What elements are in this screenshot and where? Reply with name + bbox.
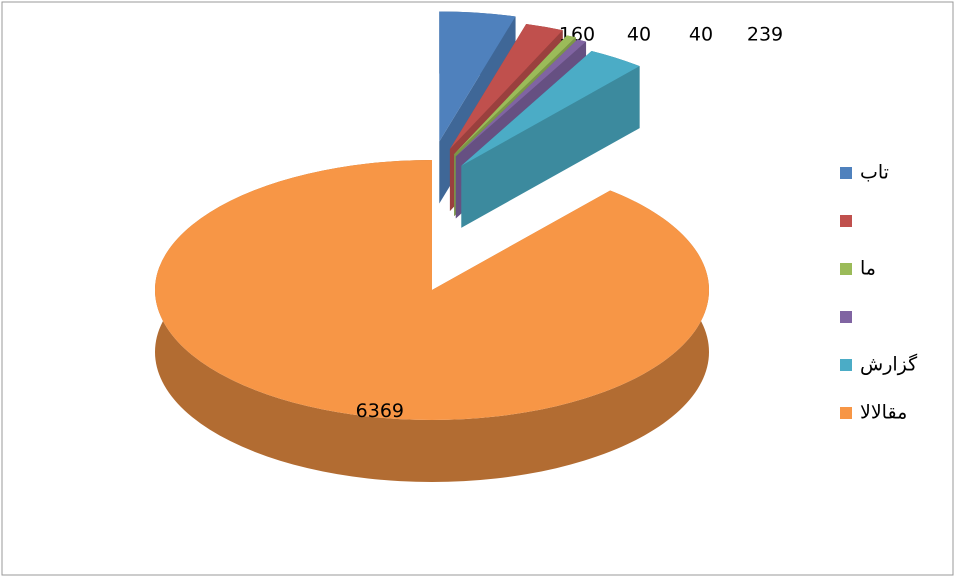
slice-top bbox=[154, 160, 709, 420]
slice-edge bbox=[461, 66, 640, 228]
legend-swatch bbox=[840, 263, 852, 275]
legend-label: ما bbox=[860, 258, 876, 280]
data-label: 239 bbox=[747, 24, 783, 46]
data-label: 40 bbox=[689, 24, 713, 46]
legend-swatch bbox=[840, 407, 852, 419]
legend-swatch bbox=[840, 311, 852, 323]
data-label: 6369 bbox=[356, 400, 404, 422]
legend-swatch bbox=[840, 167, 852, 179]
legend-label: مقالالا bbox=[860, 402, 907, 424]
slice-top bbox=[461, 50, 640, 166]
slice-top bbox=[454, 35, 576, 155]
legend-swatch bbox=[840, 215, 852, 227]
slice-top bbox=[449, 24, 563, 150]
legend-label: گزارش bbox=[860, 353, 918, 376]
slice bbox=[461, 50, 640, 228]
slice bbox=[154, 160, 709, 482]
slice-top bbox=[439, 11, 516, 142]
slice-top bbox=[455, 39, 587, 157]
legend-label: تاب bbox=[860, 162, 889, 184]
data-label: 40 bbox=[627, 24, 651, 46]
legend-swatch bbox=[840, 359, 852, 371]
